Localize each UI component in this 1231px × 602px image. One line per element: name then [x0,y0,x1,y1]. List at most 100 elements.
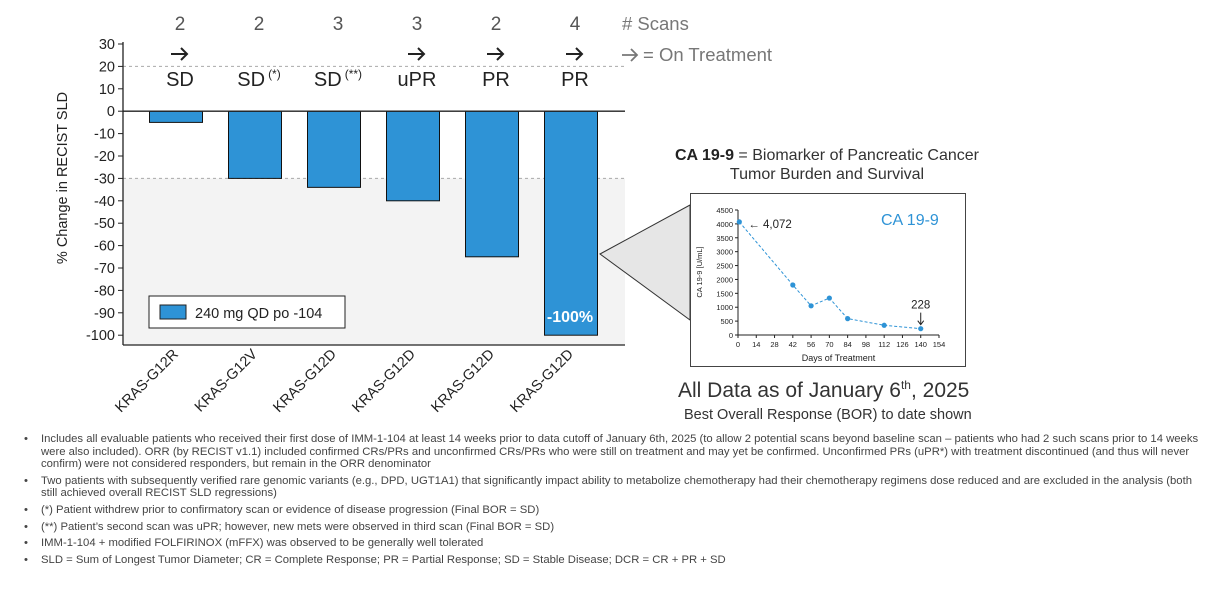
inset-y-tick-label: 2500 [716,262,733,271]
y-tick-label: -20 [94,149,115,165]
inset-y-tick-label: 3500 [716,234,733,243]
inset-y-tick-label: 2000 [716,275,733,284]
y-tick-label: -40 [94,194,115,210]
response-mark: (**) [345,67,362,81]
inset-x-tick-label: 0 [736,340,740,349]
category-label: KRAS-G12D [270,347,339,416]
response-label: SD (*) [237,67,280,91]
y-tick-label: 20 [99,59,115,75]
footnote: IMM-1-104 + modified FOLFIRINOX (mFFX) w… [24,537,1204,550]
inset-end-label: 228 [911,300,930,312]
footnotes: Includes all evaluable patients who rece… [24,433,1204,570]
y-axis-label: % Change in RECIST SLD [55,92,71,264]
legend-label: 240 mg QD po -104 [195,306,322,322]
y-tick-label: 30 [99,37,115,53]
bar [149,110,203,123]
y-tick-label: -80 [94,283,115,299]
response-label: uPR [398,69,437,91]
category-label: KRAS-G12V [192,346,261,415]
waterfall-chart: 2 SD KRAS-G12R 2 SD (*) KRAS-G12V 3 SD (**) KRAS-G… [55,13,772,416]
inset-x-tick-label: 98 [862,340,870,349]
scan-count: 2 [175,14,186,35]
data-as-of: All Data as of January 6th, 2025 [678,378,969,403]
on-treatment-arrow-icon [487,47,505,61]
bar [544,110,598,336]
inset-x-tick-label: 56 [807,340,815,349]
category-label: KRAS-G12D [349,347,418,416]
y-tick-label: -100 [86,328,115,344]
response-mark: (*) [268,67,281,81]
bor-note: Best Overall Response (BOR) to date show… [684,407,972,423]
bar [307,110,361,188]
inset-y-tick-label: 500 [720,317,733,326]
inset-x-tick-label: 84 [843,340,851,349]
scan-count: 2 [491,14,502,35]
inset-y-tick-label: 1500 [716,289,733,298]
inset-x-tick-label: 70 [825,340,833,349]
on-treatment-arrow-icon [171,47,189,61]
inset-y-tick-label: 1000 [716,303,733,312]
inset-y-axis-label: CA 19-9 [U/mL] [695,246,704,297]
y-tick-label: -50 [94,216,115,232]
inset-x-tick-label: 42 [789,340,797,349]
inset-data-point [790,282,796,288]
inset-heading-bold: CA 19-9 [675,147,734,164]
footnote: (*) Patient withdrew prior to confirmato… [24,504,1204,517]
category-label: KRAS-G12D [428,347,497,416]
footnote: Two patients with subsequently verified … [24,475,1204,500]
bar [465,110,519,258]
treatment-key-label: = On Treatment [643,44,772,65]
as-of-sup: th [900,378,911,392]
inset-heading: CA 19-9 = Biomarker of Pancreatic Cancer… [664,146,990,184]
inset-series-line [738,221,921,330]
response-label: SD (**) [314,67,362,91]
response-label: PR [561,69,589,91]
inset-end-arrow-icon [917,312,925,326]
bar-value-label: -100% [547,309,593,326]
inset-x-tick-label: 126 [896,340,909,349]
bar [228,110,282,179]
inset-title: CA 19-9 [881,212,939,229]
scan-count: 4 [570,14,581,35]
inset-y-tick-label: 4000 [716,220,733,229]
y-tick-label: -70 [94,261,115,277]
inset-data-point [736,219,742,225]
as-of-suffix: , 2025 [910,379,970,402]
inset-y-tick-label: 4500 [716,206,733,215]
y-tick-label: -30 [94,171,115,187]
category-label: KRAS-G12R [112,347,181,416]
response-label: PR [482,69,510,91]
y-tick-label: 10 [99,82,115,98]
on-treatment-arrow-icon [408,47,426,61]
inset-data-point [918,326,924,332]
inset-data-point [845,316,851,322]
inset-x-tick-label: 28 [770,340,778,349]
inset-x-axis-label: Days of Treatment [802,353,876,363]
category-label: KRAS-G12D [507,347,576,416]
y-tick-label: 0 [107,104,115,120]
inset-y-tick-label: 0 [729,331,733,340]
y-tick-label: -90 [94,306,115,322]
inset-x-tick-label: 154 [933,340,946,349]
inset-data-point [881,322,887,328]
treatment-key-arrow-icon [622,48,639,62]
inset-x-tick-label: 140 [914,340,927,349]
ca199-inset-panel: 0 500 1000 1500 2000 2500 3000 3500 4000 4500 0 14 2… [690,193,966,367]
bar [386,110,440,202]
as-of-prefix: All Data as of January 6 [678,379,901,402]
scan-count: 2 [254,14,265,35]
inset-start-label: ← 4,072 [748,219,791,231]
inset-data-point [826,295,832,301]
y-tick-label: -60 [94,239,115,255]
footnote: (**) Patient’s second scan was uPR; howe… [24,521,1204,534]
response-label: SD [166,69,194,91]
legend-swatch [159,304,187,320]
inset-x-tick-label: 14 [752,340,760,349]
inset-heading-rest: = Biomarker of Pancreatic Cancer Tumor B… [729,147,979,183]
ca199-line-chart: 0 500 1000 1500 2000 2500 3000 3500 4000 4500 0 14 2… [695,206,946,363]
scans-header: # Scans [622,13,689,34]
inset-data-point [808,303,814,309]
footnote: SLD = Sum of Longest Tumor Diameter; CR … [24,554,1204,567]
scan-count: 3 [333,14,344,35]
y-tick-label: -10 [94,127,115,143]
